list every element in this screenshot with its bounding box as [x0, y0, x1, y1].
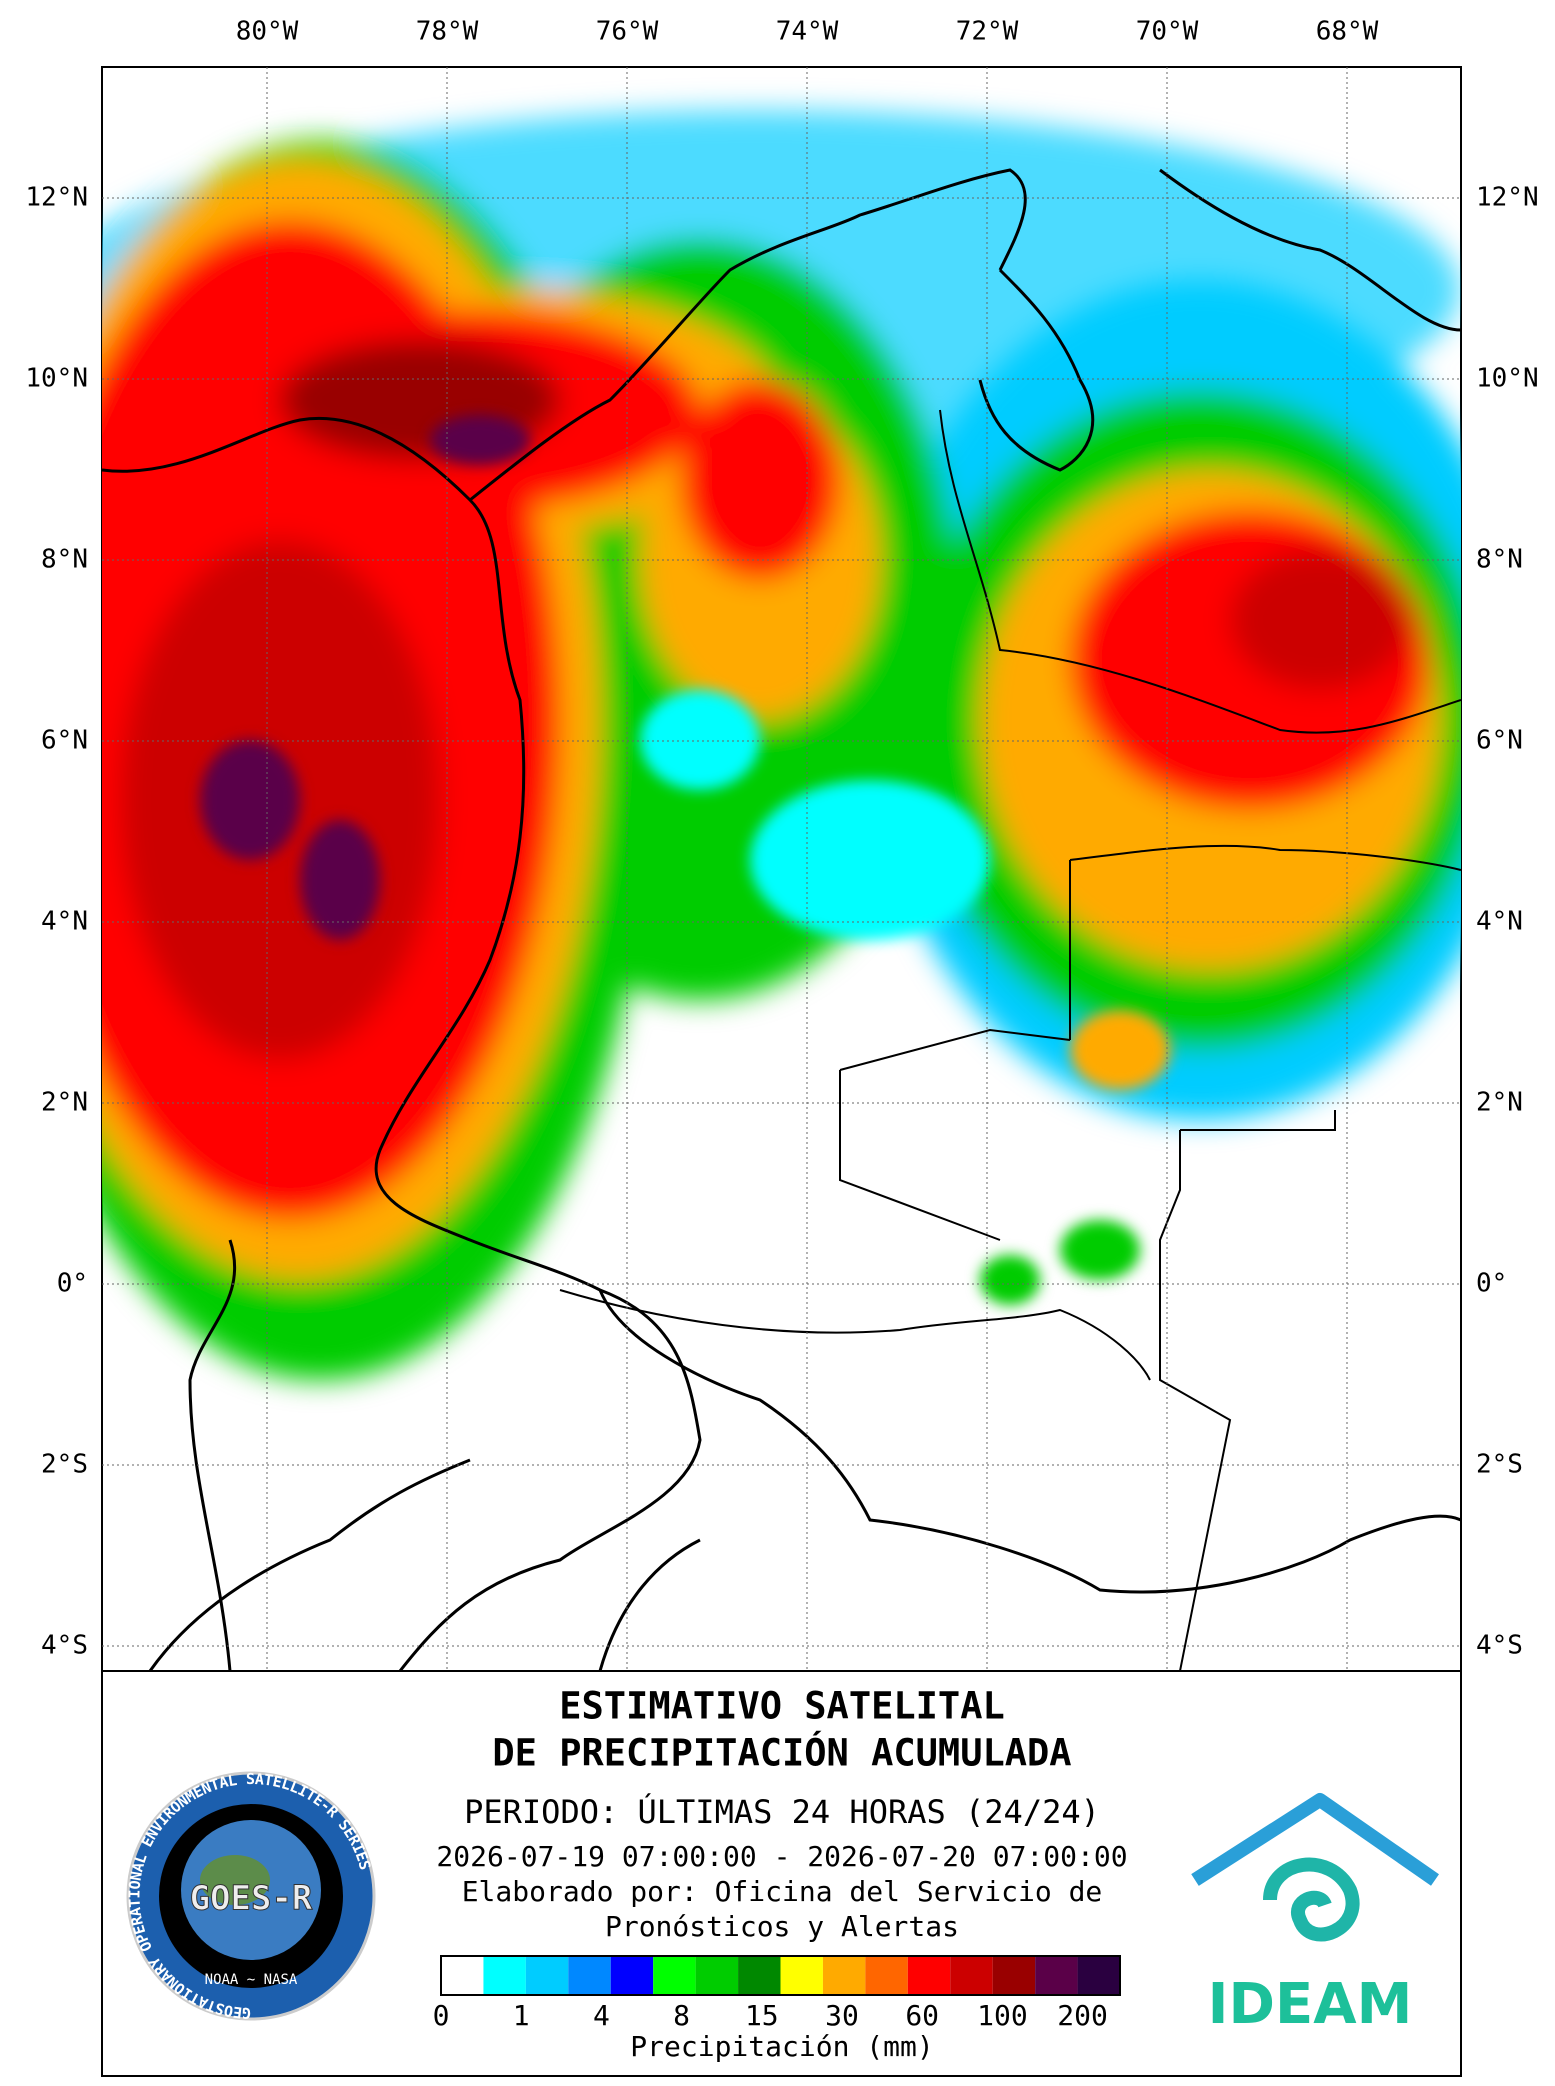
lat-label: 10°N [1476, 364, 1539, 394]
lat-label: 10°N [25, 364, 88, 394]
lon-label: 76°W [596, 17, 659, 47]
credit-line: Elaborado por: Oficina del Servicio de [462, 1875, 1103, 1908]
colorbar-tick-label: 8 [673, 1999, 690, 2032]
lat-label: 12°N [25, 183, 88, 213]
ideam-logo: IDEAM [1191, 1793, 1439, 2037]
lat-label: 8°N [41, 545, 88, 575]
lat-label: 0° [57, 1269, 88, 1299]
period: PERIODO: ÚLTIMAS 24 HORAS (24/24) [464, 1792, 1100, 1831]
colorbar-tick-label: 1 [513, 1999, 530, 2032]
colorbar-swatch [1077, 1956, 1120, 1995]
lon-label: 78°W [416, 17, 479, 47]
title-line: DE PRECIPITACIÓN ACUMULADA [492, 1731, 1071, 1775]
lat-label: 6°N [1476, 726, 1523, 756]
lon-label: 68°W [1316, 17, 1379, 47]
colorbar-swatch [738, 1956, 781, 1995]
colorbar-swatch [441, 1956, 484, 1995]
dates: 2026-07-19 07:00:00 - 2026-07-20 07:00:0… [436, 1840, 1127, 1873]
lat-label: 6°N [41, 726, 88, 756]
goes-name: GOES-R [190, 1879, 313, 1919]
colorbar-tick-label: 0 [433, 1999, 450, 2032]
lat-label: 4°S [1476, 1631, 1523, 1661]
colorbar-tick-label: 15 [745, 1999, 779, 2032]
lat-label: 4°S [41, 1631, 88, 1661]
colorbar-swatch [525, 1956, 569, 1995]
lat-label: 12°N [1476, 183, 1539, 213]
graticule-labels: 80°W 78°W 76°W 74°W 72°W 70°W 68°W 12°N 12°N 10°N… [25, 17, 1538, 1661]
colorbar-tick-label: 60 [905, 1999, 939, 2032]
lat-label: 2°N [41, 1088, 88, 1118]
colorbar-swatch [483, 1956, 526, 1995]
lon-label: 80°W [236, 17, 299, 47]
colorbar-swatch [822, 1956, 866, 1995]
colorbar-swatch [865, 1956, 908, 1995]
colorbar-swatch [653, 1956, 696, 1995]
colorbar-swatch [1035, 1956, 1078, 1995]
lon-label: 72°W [956, 17, 1019, 47]
colorbar-tick-label: 200 [1057, 1999, 1108, 2032]
goes-footer: NOAA ~ NASA [205, 1972, 298, 1988]
colorbar-label: Precipitación (mm) [630, 2030, 933, 2063]
graticule [102, 67, 1461, 1671]
ideam-name: IDEAM [1208, 1972, 1413, 2037]
lat-label: 2°N [1476, 1088, 1523, 1118]
colorbar-tick-label: 30 [825, 1999, 859, 2032]
title-line: ESTIMATIVO SATELITAL [559, 1685, 1005, 1728]
colorbar-swatch [992, 1956, 1036, 1995]
colorbar-outline [440, 1955, 1121, 1996]
lat-label: 0° [1476, 1269, 1507, 1299]
precipitation-field [102, 110, 1461, 1380]
colorbar-tick-label: 4 [593, 1999, 610, 2032]
colorbar-swatch [907, 1956, 951, 1995]
lat-label: 4°N [41, 907, 88, 937]
colorbar-swatch [780, 1956, 823, 1995]
lat-label: 4°N [1476, 907, 1523, 937]
lat-label: 8°N [1476, 545, 1523, 575]
colorbar-tick-label: 100 [977, 1999, 1028, 2032]
coastlines [102, 168, 1461, 1671]
borders [559, 409, 1461, 1671]
goes-logo: GEOSTATIONARY OPERATIONAL ENVIRONMENTAL … [125, 1769, 376, 2023]
lon-label: 74°W [776, 17, 839, 47]
lat-label: 2°S [41, 1450, 88, 1480]
credit-line: Pronósticos y Alertas [605, 1910, 959, 1943]
colorbar-swatch [950, 1956, 993, 1995]
colorbar: 0 1 4 8 15 30 60 100 200 [433, 1955, 1121, 2032]
lat-label: 2°S [1476, 1450, 1523, 1480]
colorbar-swatch [695, 1956, 739, 1995]
colorbar-swatch [610, 1956, 654, 1995]
colorbar-swatch [568, 1956, 611, 1995]
lon-label: 70°W [1136, 17, 1199, 47]
